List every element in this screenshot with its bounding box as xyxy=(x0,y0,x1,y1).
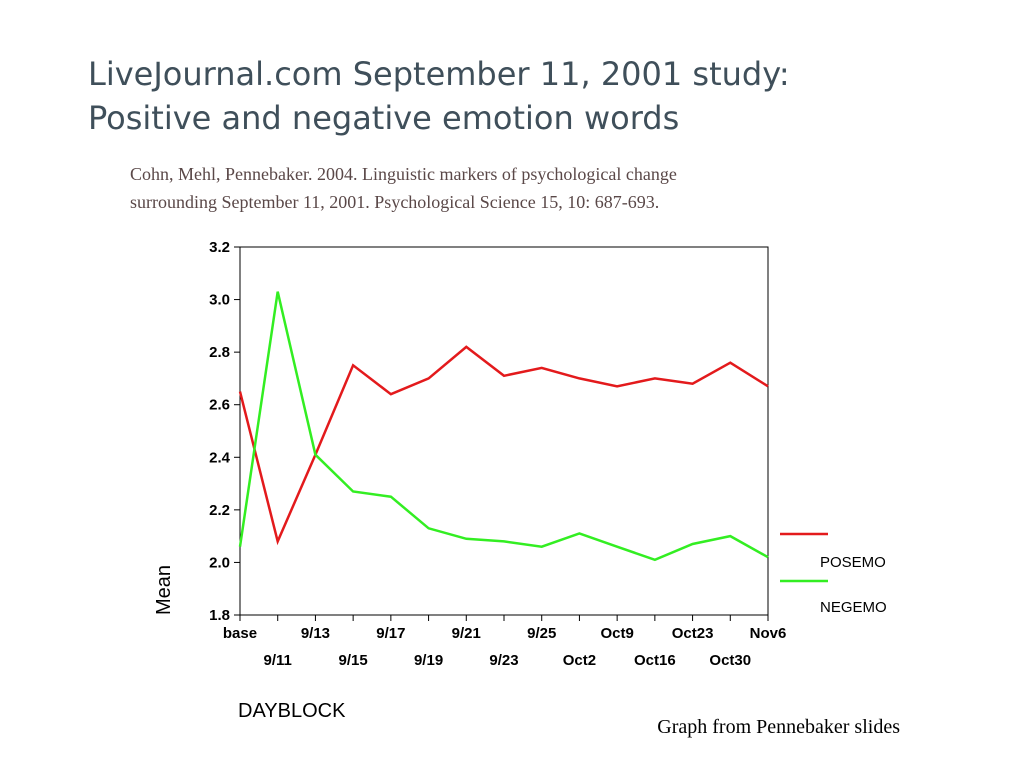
y-tick-label: 3.2 xyxy=(209,239,230,256)
plot-frame xyxy=(239,246,769,616)
x-tick-label: 9/19 xyxy=(414,652,443,669)
legend-label-negemo: NEGEMO xyxy=(820,599,887,616)
x-tick-label: 9/21 xyxy=(452,625,481,642)
x-tick-label: Oct16 xyxy=(634,652,676,669)
x-tick-label: 9/17 xyxy=(376,625,405,642)
y-tick-label: 2.2 xyxy=(209,502,230,519)
y-tick-label: 3.0 xyxy=(209,292,230,309)
x-tick-label: 9/23 xyxy=(489,652,518,669)
citation-line-2: surrounding September 11, 2001. Psycholo… xyxy=(130,192,660,212)
x-tick-label: Nov6 xyxy=(750,625,787,642)
x-tick-label: 9/13 xyxy=(301,625,330,642)
x-tick-label: Oct30 xyxy=(709,652,751,669)
y-tick-label: 1.8 xyxy=(209,607,230,624)
x-tick-label: 9/11 xyxy=(264,652,292,669)
series-group xyxy=(238,291,769,562)
series-line-posemo xyxy=(238,345,769,546)
x-axis: base 9/11 9/13 9/15 9/17 9/19 9/21 9/23 9/25 Oct2… xyxy=(223,615,786,669)
series-line-negemo xyxy=(238,291,769,562)
page-title: LiveJournal.com September 11, 2001 study… xyxy=(88,52,988,140)
x-tick-label: Oct23 xyxy=(672,625,714,642)
x-tick-label: 9/25 xyxy=(527,625,556,642)
graph-credit: Graph from Pennebaker slides xyxy=(657,716,900,738)
x-tick-label: base xyxy=(223,625,257,642)
legend: POSEMO NEGEMO xyxy=(780,532,887,616)
x-tick-label: 9/15 xyxy=(339,652,368,669)
legend-label-posemo: POSEMO xyxy=(820,554,886,571)
title-line-2: Positive and negative emotion words xyxy=(88,99,680,137)
x-tick-label: Oct9 xyxy=(600,625,633,642)
y-tick-label: 2.4 xyxy=(209,449,231,466)
y-axis: 1.8 2.0 2.2 2.4 2.6 2.8 3.0 3.2 xyxy=(209,239,240,624)
citation-line-1: Cohn, Mehl, Pennebaker. 2004. Linguistic… xyxy=(130,164,677,184)
y-tick-label: 2.0 xyxy=(209,554,230,571)
y-axis-title: Mean xyxy=(153,565,175,615)
x-tick-label: Oct2 xyxy=(563,652,596,669)
y-tick-label: 2.8 xyxy=(209,344,230,361)
title-line-1: LiveJournal.com September 11, 2001 study… xyxy=(88,55,790,93)
x-axis-title: DAYBLOCK xyxy=(238,700,346,722)
y-tick-label: 2.6 xyxy=(209,397,230,414)
citation: Cohn, Mehl, Pennebaker. 2004. Linguistic… xyxy=(130,160,890,216)
